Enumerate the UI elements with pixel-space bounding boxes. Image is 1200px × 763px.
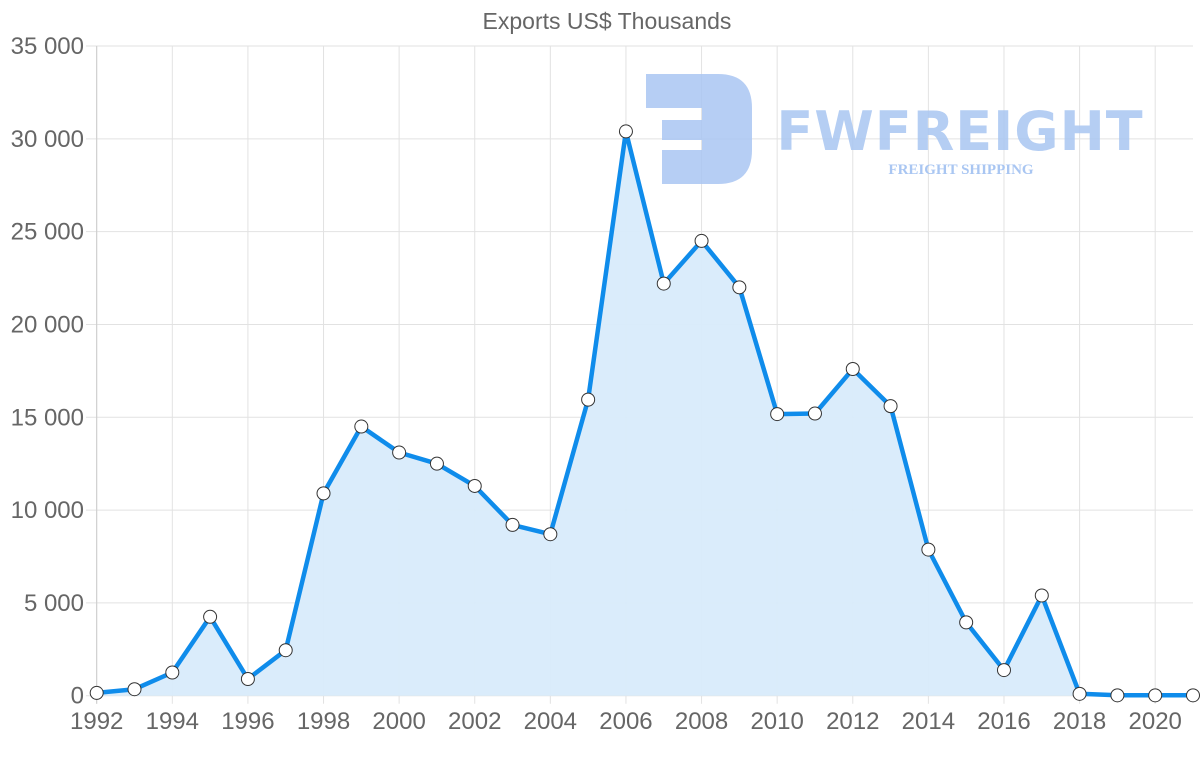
y-tick-label: 20 000 [11, 311, 84, 338]
data-point[interactable] [240, 671, 255, 686]
data-point[interactable] [581, 392, 596, 407]
data-point[interactable] [127, 682, 142, 697]
logo-mark-icon [646, 74, 752, 184]
data-point[interactable] [316, 486, 331, 501]
y-tick-label: 25 000 [11, 219, 84, 246]
y-tick-label: 5 000 [24, 590, 84, 617]
data-point[interactable] [618, 124, 633, 139]
data-point[interactable] [921, 542, 936, 557]
watermark-tagline-text: FREIGHT SHIPPING [888, 162, 1033, 178]
y-tick-label: 10 000 [11, 497, 84, 524]
data-line [96, 129, 1193, 698]
data-point[interactable] [467, 478, 482, 493]
data-point[interactable] [1072, 686, 1087, 701]
data-points [89, 124, 1200, 703]
data-point[interactable] [732, 280, 747, 295]
data-point[interactable] [807, 406, 822, 421]
x-tick-label: 1996 [221, 708, 274, 735]
y-tick-label: 0 [71, 683, 84, 710]
x-tick-label: 2014 [902, 708, 955, 735]
data-point[interactable] [1110, 688, 1125, 703]
data-point[interactable] [278, 643, 293, 658]
x-tick-label: 2012 [826, 708, 879, 735]
data-point[interactable] [845, 361, 860, 376]
data-point[interactable] [694, 233, 709, 248]
data-point[interactable] [770, 407, 785, 422]
y-tick-label: 35 000 [11, 33, 84, 60]
data-point[interactable] [1148, 688, 1163, 703]
data-point[interactable] [165, 665, 180, 680]
x-axis-labels: 1992 1994 1996 1998 2000 2002 2004 2006 2008 2010… [70, 708, 1182, 735]
x-tick-label: 1992 [70, 708, 123, 735]
data-point[interactable] [203, 609, 218, 624]
x-tick-label: 2008 [675, 708, 728, 735]
area-fill [96, 131, 1194, 696]
data-point[interactable] [429, 456, 444, 471]
data-point[interactable] [883, 399, 898, 414]
x-tick-label: 2018 [1053, 708, 1106, 735]
x-tick-label: 2004 [524, 708, 577, 735]
data-point[interactable] [959, 615, 974, 630]
data-point[interactable] [354, 419, 369, 434]
fwfreight-watermark-logo: FWFREIGHT FREIGHT SHIPPING [646, 74, 1143, 184]
y-tick-label: 30 000 [11, 126, 84, 153]
data-point[interactable] [1186, 688, 1200, 703]
watermark-brand-text: FWFREIGHT [776, 100, 1143, 163]
x-tick-label: 1994 [146, 708, 199, 735]
x-tick-label: 2002 [448, 708, 501, 735]
x-tick-label: 2016 [977, 708, 1030, 735]
data-point[interactable] [392, 445, 407, 460]
x-tick-label: 1998 [297, 708, 350, 735]
data-point[interactable] [505, 517, 520, 532]
data-point[interactable] [89, 685, 104, 700]
x-tick-label: 2000 [372, 708, 425, 735]
data-point[interactable] [543, 527, 558, 542]
data-point[interactable] [1034, 588, 1049, 603]
data-point[interactable] [656, 276, 671, 291]
data-point[interactable] [996, 663, 1011, 678]
y-tick-label: 15 000 [11, 404, 84, 431]
y-axis-labels: 0 5 000 10 000 15 000 20 000 25 000 30 000 35 0… [11, 33, 84, 710]
x-tick-label: 2010 [750, 708, 803, 735]
x-tick-label: 2020 [1129, 708, 1182, 735]
chart-title: Exports US$ Thousands [482, 8, 732, 34]
x-tick-label: 2006 [599, 708, 652, 735]
